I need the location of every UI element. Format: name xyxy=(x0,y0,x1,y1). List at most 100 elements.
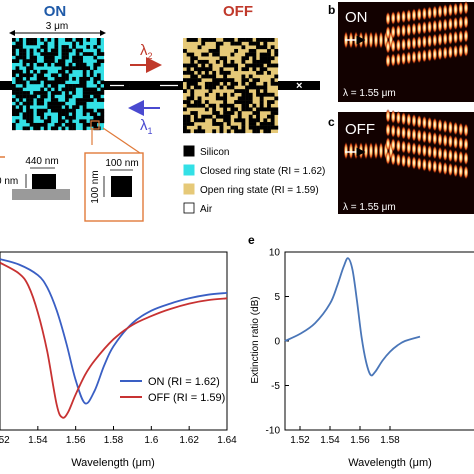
device-pixel xyxy=(86,66,91,71)
device-pixel xyxy=(68,122,73,127)
legend-label-off: OFF (RI = 1.59) xyxy=(148,392,225,404)
device-pixel xyxy=(241,78,246,83)
field-lobe xyxy=(411,141,417,156)
device-pixel xyxy=(212,85,217,90)
device-pixel xyxy=(190,92,195,97)
device-pixel xyxy=(230,78,235,83)
device-pixel xyxy=(252,56,257,61)
device-pixel xyxy=(186,78,191,83)
device-pixel xyxy=(212,70,217,75)
field-lobe xyxy=(458,136,464,151)
device-pixel xyxy=(19,108,23,113)
device-pixel xyxy=(68,69,73,74)
device-pixel xyxy=(12,45,16,49)
device-pixel xyxy=(47,87,52,92)
device-pixel xyxy=(230,63,235,68)
device-pixel xyxy=(12,98,16,102)
device-pixel xyxy=(29,52,34,56)
device-pixel xyxy=(186,70,191,75)
device-pixel xyxy=(259,96,264,101)
device-pixel xyxy=(201,63,206,68)
panel-c-letter: c xyxy=(328,115,335,129)
field-lobe xyxy=(343,141,349,160)
device-pixel xyxy=(263,56,268,61)
device-pixel xyxy=(186,85,191,90)
device-pixel xyxy=(40,62,45,67)
device-pixel xyxy=(204,100,209,104)
device-pixel xyxy=(215,41,220,46)
device-pixel xyxy=(183,129,187,134)
device-pixel xyxy=(12,112,16,117)
device-pixel xyxy=(259,70,264,75)
field-lobe xyxy=(390,53,396,68)
device-pixel xyxy=(186,52,191,57)
device-pixel xyxy=(68,66,73,71)
device-pixel xyxy=(50,73,55,78)
device-pixel xyxy=(234,125,239,130)
material-legend: Silicon Closed ring state (RI = 1.62) Op… xyxy=(183,145,325,215)
device-pixel xyxy=(197,129,202,134)
field-lobe xyxy=(411,50,417,65)
device-pixel xyxy=(230,107,235,112)
device-pixel xyxy=(50,52,55,56)
device-pixel xyxy=(96,108,101,113)
device-pixel xyxy=(29,73,34,78)
device-pixel xyxy=(212,81,217,86)
device-pixel xyxy=(93,94,98,99)
device-pixel xyxy=(223,107,228,112)
device-pixel xyxy=(241,56,246,61)
device-pixel xyxy=(19,98,23,102)
device-pixel xyxy=(33,69,37,74)
field-lobe xyxy=(448,162,453,177)
device-pixel xyxy=(219,56,224,61)
field-lobe xyxy=(373,31,379,49)
device-pixel xyxy=(245,96,249,101)
device-pixel xyxy=(43,45,48,49)
device-pixel xyxy=(72,59,76,63)
device-pixel xyxy=(201,59,206,64)
device-pixel xyxy=(245,63,249,68)
device-pixel xyxy=(208,85,213,90)
device-pixel xyxy=(50,101,55,106)
panel-c: c OFF λ = 1.55 μm xyxy=(328,108,474,214)
device-pixel xyxy=(12,84,16,88)
field-lobe xyxy=(406,140,412,155)
device-pixel xyxy=(96,98,101,102)
device-pixel xyxy=(58,62,62,67)
device-pixel xyxy=(201,41,206,46)
zoom-box xyxy=(84,152,144,222)
field-lobe xyxy=(448,31,453,46)
device-pixel xyxy=(208,89,213,94)
device-pixel xyxy=(270,63,275,68)
chart-e-frame xyxy=(284,251,474,431)
device-pixel xyxy=(15,45,20,49)
device-pixel xyxy=(93,55,98,60)
chart-d-legend: ON (RI = 1.62) OFF (RI = 1.59) xyxy=(120,376,225,404)
device-pixel xyxy=(183,70,187,75)
device-pixel xyxy=(241,67,246,72)
device-pixel xyxy=(22,112,27,117)
device-pixel xyxy=(237,111,242,115)
device-pixel xyxy=(29,38,34,42)
device-pixel xyxy=(183,48,187,53)
field-lobe xyxy=(442,147,448,162)
field-lobe xyxy=(458,150,464,165)
device-pixel xyxy=(226,103,231,108)
device-pixel xyxy=(241,74,246,79)
device-pixel xyxy=(248,125,253,130)
device-pixel xyxy=(72,76,76,81)
device-pixel xyxy=(223,56,228,61)
device-pixel xyxy=(223,78,228,83)
device-pixel xyxy=(234,81,239,86)
device-pixel xyxy=(190,96,195,101)
device-pixel xyxy=(82,73,87,78)
device-pixel xyxy=(61,108,66,113)
device-pixel xyxy=(65,108,69,113)
device-pixel xyxy=(263,129,268,134)
device-pixel xyxy=(72,122,76,127)
device-pixel xyxy=(75,59,80,63)
field-lobe xyxy=(416,7,422,22)
device-pixel xyxy=(267,56,271,61)
field-lobe xyxy=(442,161,448,176)
device-pixel xyxy=(89,91,94,95)
